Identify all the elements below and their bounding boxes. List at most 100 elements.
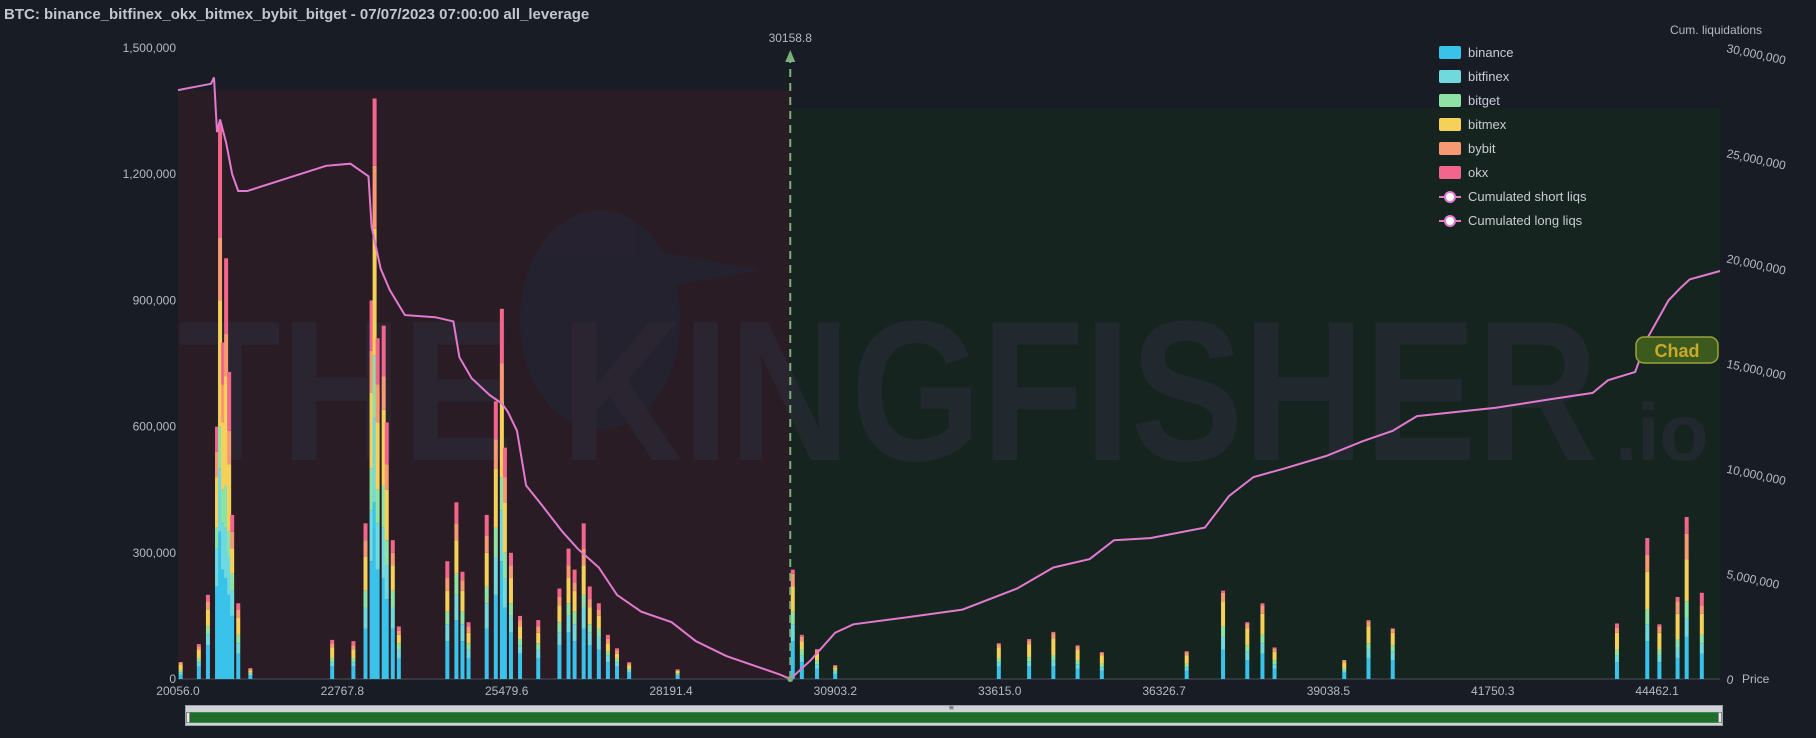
y-tick-label: 0 xyxy=(169,672,176,686)
bar-segment-bitfinex xyxy=(1684,618,1689,637)
bar-segment-binance xyxy=(178,674,183,679)
y-tick-label: 300,000 xyxy=(133,546,177,560)
bar-segment-bitfinex xyxy=(484,603,489,629)
chad-badge[interactable]: Chad xyxy=(1635,336,1719,364)
legend-item-bybit[interactable]: bybit xyxy=(1439,141,1496,156)
bar-segment-okx xyxy=(1684,517,1689,534)
bar-segment-binance xyxy=(518,653,523,679)
bar-segment-bitmex xyxy=(1184,655,1189,664)
y2-tick-label: 0 xyxy=(1725,672,1735,687)
legend-item-bitget[interactable]: bitget xyxy=(1439,93,1500,108)
bar-segment-okx xyxy=(484,514,489,536)
bar-segment-bybit xyxy=(227,430,232,465)
bar-segment-bybit xyxy=(381,376,386,410)
bar-segment-bybit xyxy=(396,630,401,635)
chad-badge-label: Chad xyxy=(1655,341,1700,361)
bar-segment-bitfinex xyxy=(536,649,541,658)
bar-segment-bybit xyxy=(1245,623,1250,629)
bar-segment-bitget xyxy=(1657,649,1662,656)
bar-segment-bitmex xyxy=(351,649,356,658)
bar-segment-bitget xyxy=(1614,649,1619,656)
x-axis-title: Price xyxy=(1742,672,1770,686)
bar-segment-bybit xyxy=(454,523,459,541)
bar-segment-bitmex xyxy=(1614,632,1619,650)
bar-segment-bitget xyxy=(1699,634,1704,644)
y2-tick-label: 5,000,000 xyxy=(1725,567,1780,592)
bar-segment-bitfinex xyxy=(493,557,498,595)
bar-segment-binance xyxy=(499,561,504,679)
bar-segment-bybit xyxy=(1614,627,1619,633)
bar-segment-binance xyxy=(587,645,592,679)
bar-segment-bitfinex xyxy=(1699,643,1704,654)
bar-segment-okx xyxy=(996,643,1001,645)
bar-segment-okx xyxy=(1614,623,1619,628)
scrollbar-left-handle[interactable] xyxy=(186,712,190,723)
bar-segment-okx xyxy=(363,523,368,541)
bar-segment-bybit xyxy=(363,540,368,558)
bar-segment-bitmex xyxy=(1075,649,1080,661)
range-scrollbar[interactable]: ≡ xyxy=(185,703,1723,726)
bar-segment-bitfinex xyxy=(381,527,386,579)
legend-item-long[interactable]: Cumulated long liqs xyxy=(1439,213,1583,228)
bar-segment-bitmex xyxy=(1684,559,1689,602)
bar-segment-bitget xyxy=(1027,657,1032,662)
bar-segment-bybit xyxy=(615,650,620,654)
grip-icon[interactable]: ≡ xyxy=(949,703,954,712)
bar-segment-bitfinex xyxy=(815,664,820,669)
legend-item-okx[interactable]: okx xyxy=(1439,165,1489,180)
bar-segment-binance xyxy=(581,628,586,679)
bar-segment-bitget xyxy=(799,649,804,656)
bar-segment-bitmex xyxy=(1272,651,1277,661)
x-tick-label: 41750.3 xyxy=(1471,684,1515,698)
bar-segment-okx xyxy=(221,342,226,385)
bar-segment-bybit xyxy=(351,645,356,650)
bar-segment-okx xyxy=(248,668,253,669)
bar-segment-okx xyxy=(799,634,804,637)
bar-segment-okx xyxy=(596,603,601,610)
bar-segment-bitget xyxy=(248,672,253,674)
bar-segment-bitget xyxy=(1051,655,1056,661)
bar-segment-binance xyxy=(224,578,229,679)
price-dot-icon xyxy=(787,676,794,682)
bar-segment-binance xyxy=(572,641,577,679)
bar-segment-bitmex xyxy=(227,464,232,532)
bar-segment-bitfinex xyxy=(460,624,465,642)
legend-item-bitfinex[interactable]: bitfinex xyxy=(1439,69,1510,84)
bar-segment-bitfinex xyxy=(1645,624,1650,642)
bar-segment-bitfinex xyxy=(205,634,210,646)
bar-segment-bitmex xyxy=(536,632,541,644)
bar-segment-bitfinex xyxy=(369,510,374,562)
bar-segment-okx xyxy=(390,540,395,553)
bar-segment-binance xyxy=(466,657,471,679)
scrollbar-right-handle[interactable] xyxy=(1718,712,1722,723)
bar-segment-binance xyxy=(566,632,571,679)
legend-item-bitmex[interactable]: bitmex xyxy=(1439,117,1507,132)
bar-segment-bitfinex xyxy=(675,674,680,676)
bar-segment-okx xyxy=(1699,592,1704,606)
legend-item-short[interactable]: Cumulated short liqs xyxy=(1439,189,1587,204)
bar-segment-bitfinex xyxy=(1657,655,1662,663)
kingfisher-logo-icon xyxy=(520,210,680,430)
bar-segment-binance xyxy=(1675,657,1680,679)
marker-dot-icon xyxy=(1444,215,1456,227)
legend-item-binance[interactable]: binance xyxy=(1439,45,1514,60)
bar-segment-bitget xyxy=(1260,634,1265,644)
bar-segment-binance xyxy=(227,594,232,679)
legend-label: Cumulated short liqs xyxy=(1468,189,1587,204)
bar-segment-bitfinex xyxy=(351,662,356,667)
x-tick-label: 22767.8 xyxy=(321,684,365,698)
bar-segment-bitfinex xyxy=(178,672,183,675)
bar-segment-okx xyxy=(615,648,620,651)
bar-segment-bybit xyxy=(833,665,838,668)
bar-segment-bitmex xyxy=(518,626,523,640)
y-tick-label: 1,500,000 xyxy=(123,41,177,55)
bar-segment-bitfinex xyxy=(1260,643,1265,654)
bar-segment-bybit xyxy=(605,639,610,644)
bar-segment-bitmex xyxy=(596,615,601,629)
bar-segment-bybit xyxy=(587,599,592,608)
bar-segment-bitget xyxy=(375,489,380,524)
bar-segment-binance xyxy=(833,673,838,679)
range-scrollbar-thumb[interactable] xyxy=(188,712,1720,723)
bar-segment-bitmex xyxy=(1245,628,1250,646)
